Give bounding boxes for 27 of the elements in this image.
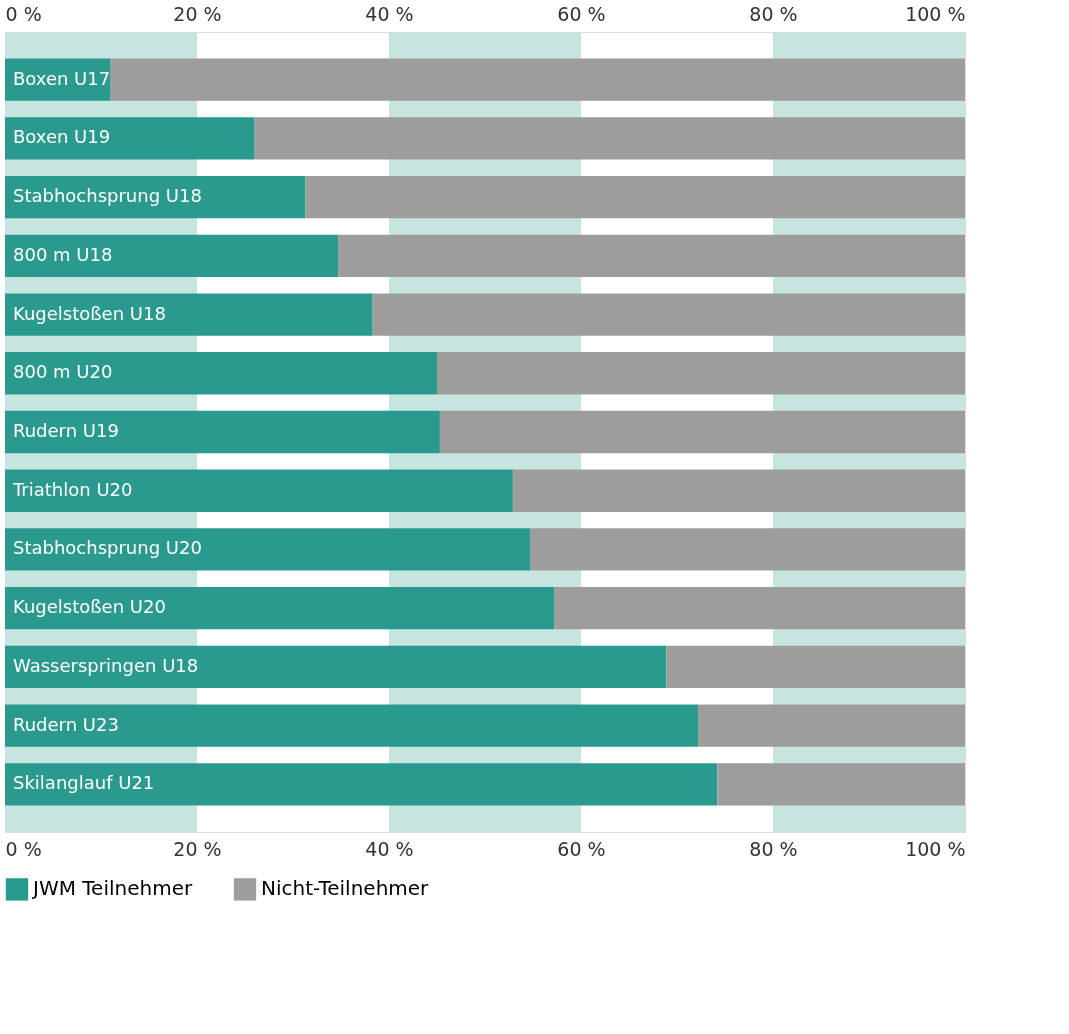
- y-tick-label: Kugelstoßen U20: [13, 596, 166, 618]
- y-tick-label: Triathlon U20: [12, 478, 133, 500]
- y-tick-label: 800 m U18: [13, 243, 113, 265]
- x-tick-label: 60 %: [557, 2, 606, 25]
- y-tick-label: Boxen U17: [13, 67, 111, 89]
- y-tick-label: Rudern U23: [13, 713, 119, 735]
- x-tick-label: 40 %: [365, 2, 414, 25]
- x-tick-label: 100 %: [905, 2, 966, 25]
- x2-tick-label: 60 %: [557, 837, 606, 860]
- x2-tick-label: 0 %: [5, 837, 42, 860]
- y-tick-label: Wasserspringen U18: [13, 654, 199, 676]
- y-tick-label: Kugelstoßen U18: [13, 302, 166, 324]
- y-tick-label: Stabhochsprung U18: [13, 185, 202, 207]
- x-tick-label: 20 %: [173, 2, 222, 25]
- legend-label: JWM Teilnehmer: [31, 876, 193, 901]
- x-tick-label: 0 %: [5, 2, 42, 25]
- x2-tick-label: 80 %: [749, 837, 798, 860]
- x2-tick-label: 40 %: [365, 837, 414, 860]
- x2-tick-label: 100 %: [905, 837, 966, 860]
- y-tick-label: Rudern U19: [13, 420, 119, 441]
- y-tick-label: Skilanglauf U21: [13, 772, 155, 794]
- x-tick-label: 80 %: [749, 2, 798, 25]
- x2-tick-label: 20 %: [173, 837, 222, 860]
- y-tick-label: Boxen U19: [13, 126, 111, 148]
- legend-label: Nicht-Teilnehmer: [261, 876, 430, 901]
- y-tick-label: 800 m U20: [13, 361, 113, 383]
- y-tick-label: Stabhochsprung U20: [13, 537, 202, 559]
